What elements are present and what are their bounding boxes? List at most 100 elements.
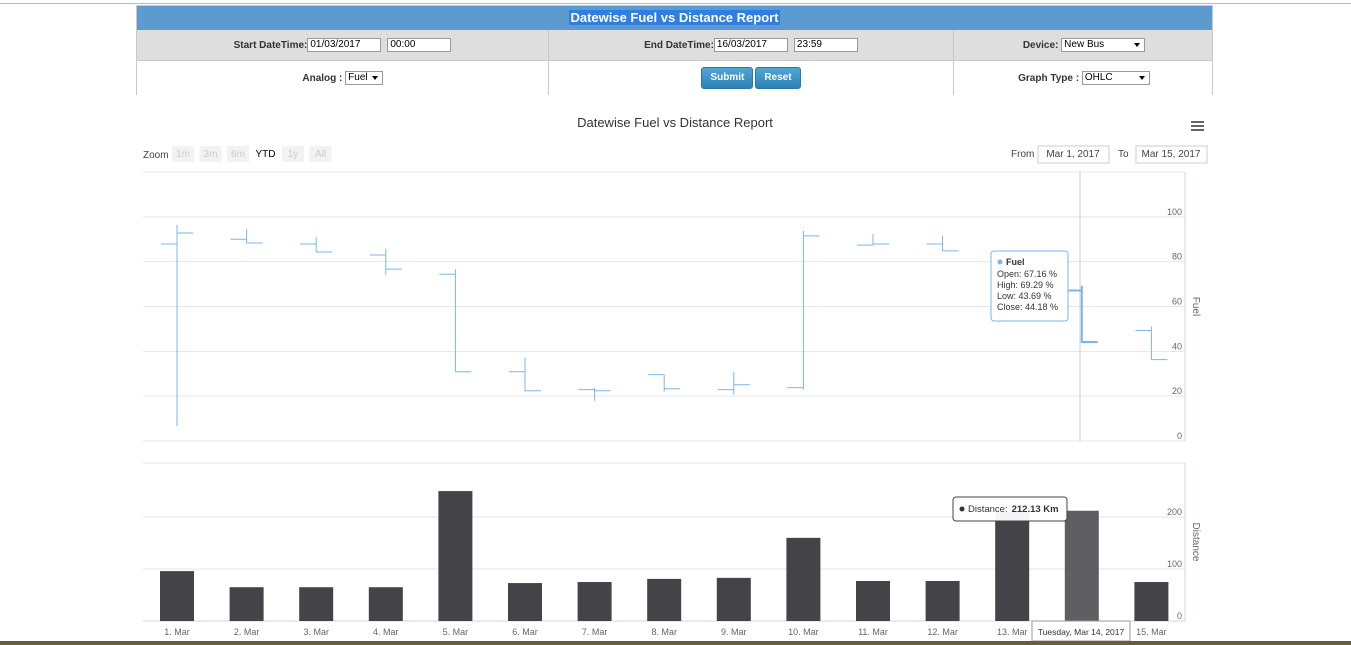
zoom-button-label: All [315,149,326,160]
bar [508,583,542,621]
buttons-cell: Submit Reset [549,61,954,95]
zoom-button-label: 1y [288,149,299,160]
zoom-button[interactable] [254,146,277,162]
end-date-input[interactable]: 16/03/2017 [713,38,788,52]
end-cell: End DateTime: 16/03/2017 23:59 [549,30,954,60]
tooltip-value: 212.13 Km [1012,504,1059,515]
top-border [0,3,1351,4]
x-tick-label: 9. Mar [721,627,747,637]
bar [786,537,821,621]
to-label: To [1118,149,1129,160]
tooltip [952,496,1068,522]
zoom-button-label: 3m [204,149,218,160]
to-input[interactable] [1135,145,1208,164]
zoom-button-label: YTD [256,149,276,160]
tooltip-text: Distance: 212.13 Km [968,504,1059,515]
x-tick-label: 12. Mar [927,627,958,637]
bar [995,511,1030,621]
y-tick-label: 0 [1177,611,1182,621]
bar [160,571,194,621]
x-tick-label: 6. Mar [512,627,538,637]
bar [716,577,751,621]
x-tick-label: 11. Mar [858,627,888,637]
label: End DateTime: [644,39,714,51]
x-tick-label: 5. Mar [443,627,469,637]
zoom-button[interactable] [227,146,249,162]
start-time-input[interactable]: 00:00 [387,38,452,52]
y-axis-title: Fuel [1190,297,1201,316]
x-tick-label: 8. Mar [651,627,677,637]
label: Device: [1022,39,1059,51]
start-cell: Start DateTime: 01/03/2017 00:00 [137,30,549,60]
bar [1134,582,1169,621]
submit-button[interactable]: Submit [701,67,754,89]
graph-type-cell: Graph Type : OHLC [954,61,1214,95]
y-axis-title: Distance [1190,523,1201,562]
bar [925,580,960,621]
form-row: Analog : Fuel Submit Reset Graph Type : … [137,61,1212,95]
crosshair-label: Tuesday, Mar 14, 2017 [1038,627,1125,637]
tooltip-line: High: 69.29 % [997,280,1054,290]
start-date-input[interactable]: 01/03/2017 [307,38,382,52]
from-value: Mar 1, 2017 [1046,149,1100,160]
x-tick-label: 2. Mar [234,627,260,637]
chart-title: Datewise Fuel vs Distance Report [577,115,773,130]
tooltip-title: Fuel [1006,257,1025,267]
zoom-button[interactable] [199,146,222,162]
y-tick-label: 40 [1172,341,1182,351]
label: Start DateTime: [233,39,308,51]
x-tick-label: 10. Mar [788,627,819,637]
bar [368,587,403,621]
from-input[interactable] [1037,145,1110,164]
end-time-input[interactable]: 23:59 [793,38,858,52]
bottom-strip [0,641,1351,645]
y-tick-label: 0 [1177,431,1182,441]
tooltip [990,250,1069,322]
bar [299,587,334,621]
y-tick-label: 100 [1167,207,1182,217]
analog-select[interactable]: Fuel [345,71,383,85]
tooltip-label: Distance: [968,504,1008,515]
y-tick-label: 60 [1172,297,1182,307]
bar [647,578,682,621]
tooltip-dot [997,259,1003,265]
zoom-button[interactable] [172,146,194,162]
menu-bar [1191,125,1204,127]
graph-type-select[interactable]: OHLC [1081,71,1150,85]
zoom-button[interactable] [309,146,332,162]
analog-cell: Analog : Fuel [137,61,549,95]
bar [577,582,612,621]
menu-bar [1191,121,1204,123]
zoom-button-label: 6m [231,149,245,160]
tooltip-line: Low: 43.69 % [997,291,1052,301]
menu-button[interactable] [1191,121,1204,131]
x-tick-label: 15. Mar [1136,627,1167,637]
device-cell: Device: New Bus [954,30,1214,60]
menu-bar [1191,129,1204,131]
zoom-button-label: 1m [176,149,190,160]
form-header: Datewise Fuel vs Distance Report [137,6,1212,30]
y-tick-label: 100 [1167,559,1182,569]
reset-button[interactable]: Reset [755,67,801,89]
bar [438,491,473,621]
x-tick-label: 3. Mar [303,627,329,637]
zoom-button[interactable] [282,146,304,162]
report-form: Datewise Fuel vs Distance Report Start D… [136,5,1213,95]
y-tick-label: 80 [1172,252,1182,262]
to-value: Mar 15, 2017 [1142,149,1201,160]
x-tick-label: 7. Mar [582,627,608,637]
y-tick-label: 20 [1172,386,1182,396]
label: Analog : [302,72,343,84]
form-row: Start DateTime: 01/03/2017 00:00 End Dat… [137,30,1212,61]
x-tick-label: 13. Mar [997,627,1028,637]
bar [1064,510,1099,621]
bar [856,580,890,621]
from-label: From [1011,149,1034,160]
tooltip-dot [959,506,965,512]
y-tick-label: 200 [1167,507,1182,517]
tooltip-line: Close: 44.18 % [997,302,1058,312]
label: Graph Type : [1018,72,1080,84]
x-tick-label: 4. Mar [373,627,399,637]
device-select[interactable]: New Bus [1061,38,1146,52]
